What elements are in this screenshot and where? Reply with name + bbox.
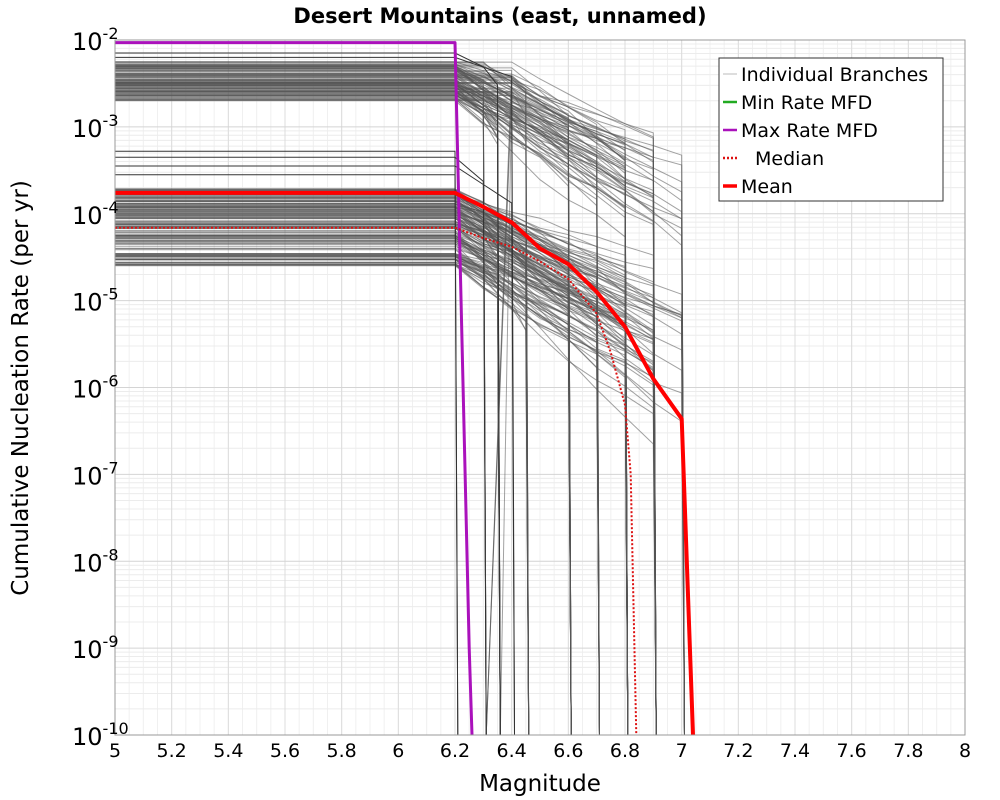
legend-label: Individual Branches [741,64,928,86]
branch-line [115,63,629,736]
series-max-rate-mfd [115,41,474,736]
y-tick-label: 10-10 [72,719,129,751]
branch-line [115,205,629,736]
branch-line [115,217,657,736]
x-axis-ticks: 5 5.2 5.4 5.6 5.8 6 6.2 6.4 6.6 6.8 7 7.2 7.4 7.6 7.8 8 [109,740,971,762]
x-tick-label: 6.4 [497,740,527,762]
x-tick-label: 6.6 [553,740,583,762]
branch-line [115,98,657,736]
legend-box [718,57,944,202]
x-tick-label: 8 [959,740,971,762]
branch-line [115,263,657,736]
branch-line [115,222,657,736]
branch-line [115,194,685,736]
x-tick-label: 7.4 [780,740,810,762]
branch-line [115,224,657,736]
branch-line [115,256,629,736]
x-tick-label: 5.4 [213,740,243,762]
x-tick-label: 5.2 [157,740,187,762]
y-axis-ticks: 10-2 10-3 10-4 10-5 10-6 10-7 10-8 10-9 10-10 [72,24,129,751]
branch-line [115,203,629,736]
branch-line [115,56,515,736]
branch-line [115,206,629,736]
x-tick-label: 6.8 [610,740,640,762]
branch-line [115,67,629,736]
branch-line [115,248,657,736]
branch-line [115,156,487,736]
y-tick-label: 10-8 [72,545,119,577]
summary-series [115,41,695,736]
branch-line [115,100,629,736]
branch-line [115,74,657,736]
branch-line [115,198,629,736]
branch-line [115,69,513,736]
y-tick-label: 10-2 [72,24,119,56]
legend-label: Median [755,148,824,170]
branch-line [115,226,629,736]
branch-line [115,61,657,736]
plot-frame [114,39,966,736]
y-tick-label: 10-5 [72,285,119,317]
y-tick-label: 10-9 [72,632,119,664]
x-tick-label: 5.6 [270,740,300,762]
branch-line [115,82,657,736]
x-tick-label: 7.6 [837,740,867,762]
legend-label: Mean [741,176,793,198]
x-tick-label: 6.2 [440,740,470,762]
branch-line [115,72,657,736]
branch-line [115,89,657,736]
branch-line [115,236,657,736]
branch-line [115,194,657,736]
legend-label: Min Rate MFD [741,92,872,114]
series-mean [115,190,695,736]
y-axis-label: Cumulative Nucleation Rate (per yr) [8,180,34,596]
x-tick-label: 7 [676,740,688,762]
branch-line [115,65,685,736]
legend-label: Max Rate MFD [741,120,878,142]
branch-line [115,73,657,736]
branch-line [115,234,657,736]
y-tick-label: 10-4 [72,198,119,230]
y-tick-label: 10-3 [72,111,119,143]
legend: Individual Branches Min Rate MFD Max Rate … [718,57,944,202]
x-tick-label: 7.2 [723,740,753,762]
branch-line [115,67,657,736]
branch-line [115,230,530,736]
x-axis-label: Magnitude [479,771,601,797]
branch-line [115,94,657,736]
branch-line [115,174,459,736]
x-tick-label: 6 [392,740,404,762]
branch-line [115,243,657,736]
individual-branches [115,52,685,736]
x-tick-label: 5 [109,740,121,762]
y-tick-label: 10-6 [72,372,119,404]
series-median [115,226,638,736]
y-tick-label: 10-7 [72,458,119,490]
branch-line [115,188,629,736]
branch-line [115,76,629,736]
x-tick-label: 5.8 [327,740,357,762]
chart-title: Desert Mountains (east, unnamed) [293,4,706,28]
branch-line [115,239,629,736]
x-tick-label: 7.8 [893,740,923,762]
